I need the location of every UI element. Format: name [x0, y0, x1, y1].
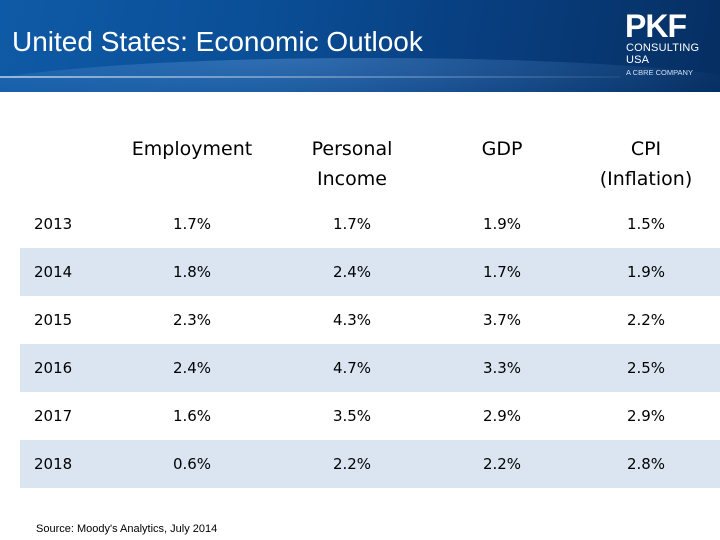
cell-cpi: 2.8%: [572, 440, 720, 488]
page-title: United States: Economic Outlook: [12, 26, 423, 57]
column-header-year: [20, 126, 112, 200]
cell-employment: 2.4%: [112, 344, 272, 392]
cell-gdp: 2.9%: [482, 407, 522, 425]
table-row: 2018 0.6% 2.2% 2.2% 2.8%: [20, 440, 720, 488]
logo-tagline: A CBRE COMPANY: [626, 68, 693, 77]
cell-cpi: 2.5%: [572, 344, 720, 392]
source-note: Source: Moody's Analytics, July 2014: [36, 523, 218, 535]
cell-year: 2015: [34, 311, 73, 329]
cell-year: 2017: [34, 407, 73, 425]
cell-gdp: 1.9%: [482, 215, 522, 233]
cell-personal-income: 1.7%: [332, 215, 372, 233]
cell-personal-income: 4.7%: [272, 344, 432, 392]
table-row: 2017 1.6% 3.5% 2.9% 2.9%: [20, 392, 720, 440]
pkf-logo-mark: PKF: [625, 8, 687, 40]
table-row: 2014 1.8% 2.4% 1.7% 1.9%: [20, 248, 720, 296]
logo-usa: USA: [626, 54, 650, 66]
cell-employment: 1.8%: [112, 248, 272, 296]
column-header-personal-income-label: Personal Income: [311, 138, 393, 190]
banner-rule: [0, 76, 620, 78]
cell-year: 2016: [20, 344, 112, 392]
cell-personal-income: 4.3%: [332, 311, 372, 329]
cell-year: 2018: [20, 440, 112, 488]
cell-employment: 0.6%: [112, 440, 272, 488]
column-header-cpi: CPI (Inflation): [572, 126, 720, 200]
cell-year: 2014: [20, 248, 112, 296]
banner-sheen: [0, 58, 720, 92]
column-header-gdp: GDP: [481, 138, 523, 160]
cell-year: 2013: [34, 215, 73, 233]
cell-gdp: 3.3%: [432, 344, 572, 392]
column-header-personal-income: Personal Income: [272, 126, 432, 200]
table-row: 2015 2.3% 4.3% 3.7% 2.2%: [20, 296, 720, 344]
cell-gdp: 3.7%: [482, 311, 522, 329]
economic-outlook-table: Employment Personal Income GDP CPI (Infl…: [20, 126, 720, 488]
table-row: 2013 1.7% 1.7% 1.9% 1.5%: [20, 200, 720, 248]
cell-cpi: 2.9%: [626, 407, 666, 425]
cell-cpi: 1.5%: [626, 215, 666, 233]
column-header-cpi-label: CPI (Inflation): [599, 138, 693, 190]
cell-gdp: 1.7%: [432, 248, 572, 296]
cell-cpi: 1.9%: [572, 248, 720, 296]
cell-employment: 2.3%: [172, 311, 212, 329]
pkf-wordmark: PKF: [625, 8, 686, 40]
cell-employment: 1.6%: [172, 407, 212, 425]
pkf-logo: PKF CONSULTING USA A CBRE COMPANY: [624, 8, 716, 88]
cell-personal-income: 2.4%: [272, 248, 432, 296]
cell-personal-income: 3.5%: [332, 407, 372, 425]
table-row: 2016 2.4% 4.7% 3.3% 2.5%: [20, 344, 720, 392]
title-banner: United States: Economic Outlook PKF CONS…: [0, 0, 720, 92]
column-header-employment: Employment: [131, 138, 253, 160]
cell-cpi: 2.2%: [626, 311, 666, 329]
table-header-row: Employment Personal Income GDP CPI (Infl…: [20, 126, 720, 200]
cell-personal-income: 2.2%: [272, 440, 432, 488]
cell-employment: 1.7%: [172, 215, 212, 233]
logo-consulting: CONSULTING: [626, 42, 700, 54]
cell-gdp: 2.2%: [432, 440, 572, 488]
